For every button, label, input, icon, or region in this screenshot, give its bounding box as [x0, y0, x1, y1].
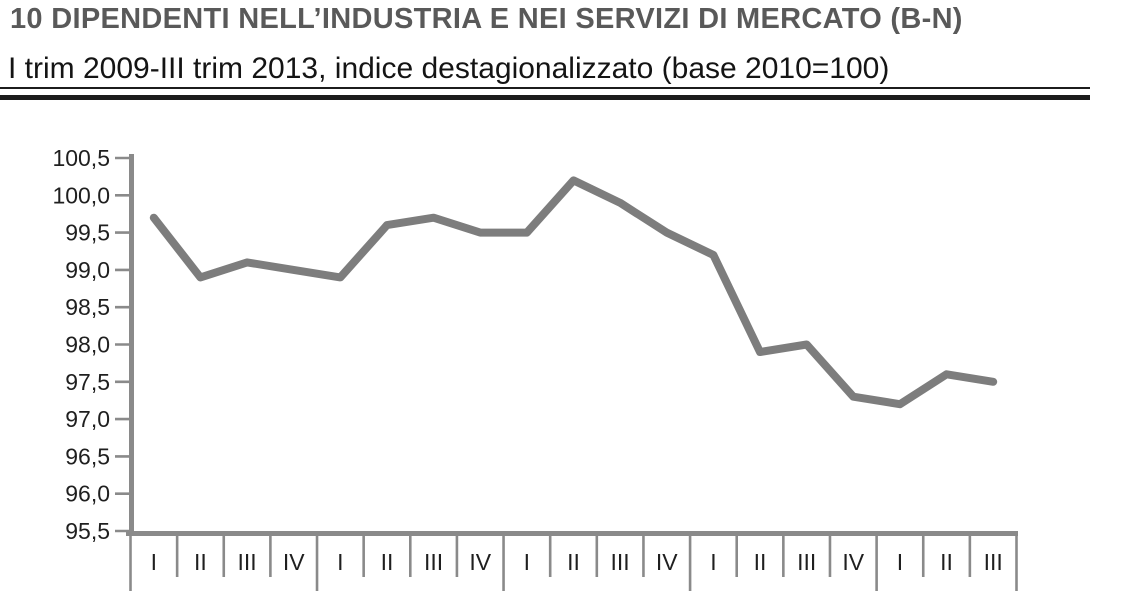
y-axis-tick-label: 97,5: [65, 369, 110, 395]
x-axis-label: II: [567, 549, 580, 575]
x-axis-label: III: [237, 549, 256, 575]
x-axis-label: III: [797, 549, 816, 575]
y-axis-tick-label: 99,5: [65, 220, 110, 246]
page-subtitle: I trim 2009-III trim 2013, indice destag…: [8, 52, 890, 85]
x-axis-label: I: [897, 549, 903, 575]
y-axis-tick-label: 100,5: [52, 145, 110, 171]
x-axis-label: III: [611, 549, 630, 575]
y-axis-tick-label: 100,0: [52, 182, 110, 208]
x-axis-label: I: [151, 549, 157, 575]
header-rule: [0, 95, 1090, 100]
x-axis-label: II: [940, 549, 953, 575]
x-axis-label: II: [381, 549, 394, 575]
y-axis-tick-label: 99,0: [65, 257, 110, 283]
subtitle-underline: [0, 87, 1090, 89]
x-axis-label: IV: [656, 549, 678, 575]
x-axis-label: IV: [469, 549, 491, 575]
y-axis-tick-label: 95,5: [65, 518, 110, 544]
x-axis-label: II: [754, 549, 767, 575]
x-axis-label: II: [194, 549, 207, 575]
x-axis-label: IV: [842, 549, 864, 575]
y-axis-tick-label: 96,0: [65, 481, 110, 507]
x-axis-label: IV: [283, 549, 305, 575]
x-axis-label: III: [424, 549, 443, 575]
x-axis-label: I: [337, 549, 343, 575]
data-line-series: [149, 176, 998, 409]
y-axis-tick-label: 97,0: [65, 406, 110, 432]
x-axis-label: I: [524, 549, 530, 575]
y-axis-tick-label: 98,5: [65, 294, 110, 320]
x-axis-label: I: [710, 549, 716, 575]
page-title: 10 DIPENDENTI NELL’INDUSTRIA E NEI SERVI…: [10, 3, 963, 35]
y-axis-tick-label: 98,0: [65, 332, 110, 358]
x-axis-label: III: [984, 549, 1003, 575]
y-axis-tick-label: 96,5: [65, 443, 110, 469]
